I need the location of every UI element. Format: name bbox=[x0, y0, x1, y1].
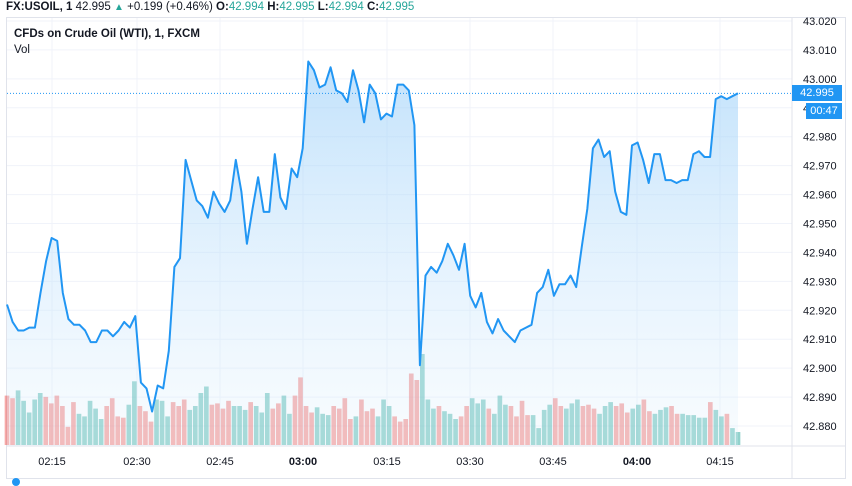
price-tick-label: 42.980 bbox=[803, 132, 837, 144]
price-tick-label: 42.940 bbox=[803, 247, 837, 259]
time-tick-label: 04:15 bbox=[706, 456, 734, 468]
time-tick-label: 02:15 bbox=[38, 456, 66, 468]
price-tick-label: 42.890 bbox=[803, 392, 837, 404]
price-tick-label: 42.960 bbox=[803, 190, 837, 202]
price-tick-label: 43.000 bbox=[803, 74, 837, 86]
price-tick-label: 42.910 bbox=[803, 334, 837, 346]
time-tick-label: 04:00 bbox=[623, 456, 651, 468]
price-tick-label: 42.930 bbox=[803, 276, 837, 288]
time-tick-label: 02:45 bbox=[206, 456, 234, 468]
low-value: 42.994 bbox=[328, 1, 364, 13]
high-label: H: bbox=[267, 1, 280, 13]
triangle-up-icon: ▲ bbox=[114, 2, 124, 13]
pane-title: CFDs on Crude Oil (WTI), 1, FXCM bbox=[14, 28, 200, 40]
volume-label: Vol bbox=[14, 44, 30, 56]
symbol-label[interactable]: FX:USOIL, 1 bbox=[6, 1, 73, 13]
price-tick-label: 43.010 bbox=[803, 45, 837, 57]
open-label: O: bbox=[216, 1, 229, 13]
open-value: 42.994 bbox=[228, 1, 264, 13]
time-tick-label: 03:30 bbox=[456, 456, 484, 468]
scroll-indicator-icon[interactable] bbox=[12, 478, 20, 486]
price-tick-label: 42.880 bbox=[803, 421, 837, 433]
bar-countdown-tag: 00:47 bbox=[806, 103, 842, 119]
time-tick-label: 03:45 bbox=[539, 456, 567, 468]
symbol-header: FX:USOIL, 1 42.995 ▲ +0.199 (+0.46%) O:4… bbox=[6, 0, 414, 16]
price-line bbox=[6, 60, 739, 413]
price-tick-label: 42.970 bbox=[803, 161, 837, 173]
time-axis[interactable]: 02:15 02:30 02:45 03:00 03:15 03:30 03:45 04:00… bbox=[38, 456, 734, 468]
price-axis[interactable]: 43.02043.01043.00042.99042.98042.97042.9… bbox=[803, 16, 837, 433]
price-tick-label: 42.900 bbox=[803, 363, 837, 375]
time-tick-label: 03:00 bbox=[289, 456, 317, 468]
change-value: +0.199 (+0.46%) bbox=[127, 1, 213, 13]
price-tick-label: 42.920 bbox=[803, 305, 837, 317]
price-tick-label: 43.020 bbox=[803, 16, 837, 28]
price-area bbox=[7, 61, 738, 446]
price-tick-label: 42.950 bbox=[803, 219, 837, 231]
close-label: C: bbox=[366, 1, 380, 13]
time-tick-label: 03:15 bbox=[373, 456, 401, 468]
current-price-tag: 42.995 bbox=[792, 85, 842, 101]
last-price: 42.995 bbox=[75, 1, 111, 13]
time-tick-label: 02:30 bbox=[123, 456, 151, 468]
high-value: 42.995 bbox=[279, 1, 315, 13]
close-value: 42.995 bbox=[379, 1, 415, 13]
low-label: L: bbox=[317, 1, 329, 13]
chart-frame bbox=[6, 17, 846, 479]
